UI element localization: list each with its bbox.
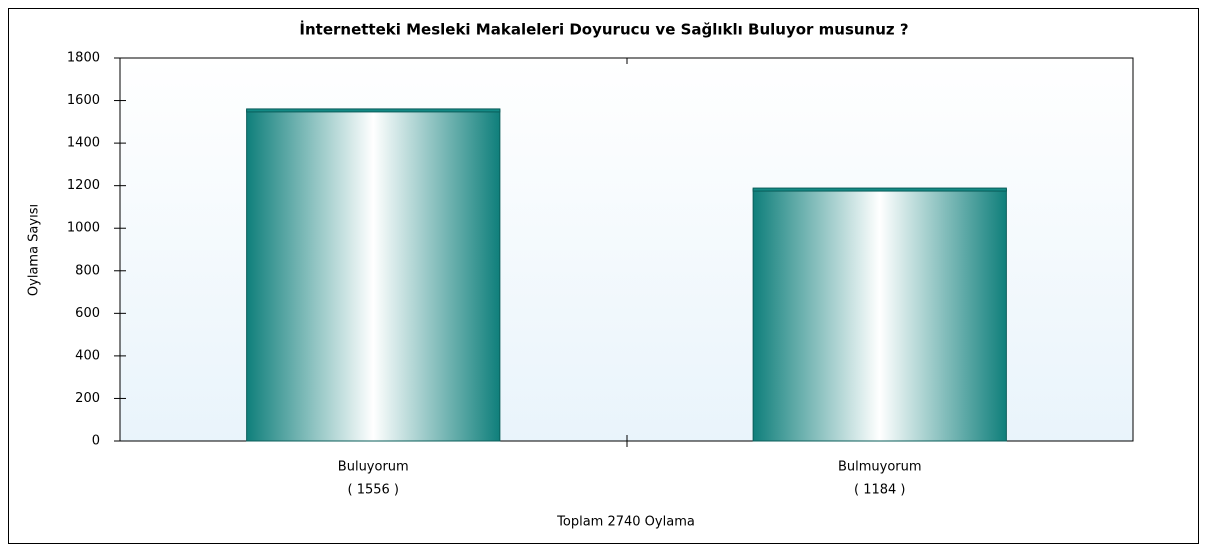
bar-cap (246, 108, 501, 113)
y-axis-label: Oylama Sayısı (27, 204, 42, 296)
y-tick-label: 200 (75, 391, 100, 406)
x-tick-label: Bulmuyorum (838, 460, 922, 475)
y-tick-label: 1800 (67, 51, 100, 66)
y-tick-label: 1200 (67, 178, 100, 193)
value-label: ( 1556 ) (348, 483, 400, 498)
chart-title: İnternetteki Mesleki Makaleleri Doyurucu… (299, 20, 908, 39)
y-tick-label: 800 (75, 263, 100, 278)
value-label: ( 1184 ) (854, 483, 906, 498)
x-axis-label: Toplam 2740 Oylama (556, 515, 695, 530)
y-tick-label: 600 (75, 306, 100, 321)
bar (246, 109, 501, 442)
y-tick-label: 1600 (67, 93, 100, 108)
bar-cap (752, 187, 1007, 192)
bar (752, 188, 1007, 442)
y-tick-label: 0 (92, 434, 100, 449)
y-tick-label: 1000 (67, 221, 100, 236)
y-tick-label: 400 (75, 348, 100, 363)
y-tick-label: 1400 (67, 136, 100, 151)
x-tick-label: Buluyorum (338, 460, 409, 475)
